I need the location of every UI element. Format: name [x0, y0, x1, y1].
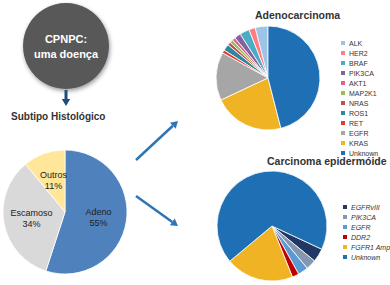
svg-text:Carcinoma epidermóide: Carcinoma epidermóide: [267, 155, 387, 167]
svg-text:PIK3CA: PIK3CA: [351, 214, 376, 221]
svg-text:EGFRvIII: EGFRvIII: [351, 204, 380, 211]
svg-text:Escamoso: Escamoso: [11, 208, 53, 218]
svg-text:DDR2: DDR2: [351, 234, 370, 241]
svg-text:Adeno: Adeno: [86, 207, 112, 217]
svg-text:EGFR: EGFR: [349, 130, 368, 137]
svg-text:Unknown: Unknown: [349, 149, 379, 157]
svg-text:34%: 34%: [23, 219, 41, 229]
svg-text:Unknown: Unknown: [351, 254, 380, 261]
svg-text:uma doença: uma doença: [34, 48, 99, 60]
svg-text:Outros: Outros: [40, 170, 68, 180]
svg-text:55%: 55%: [90, 218, 108, 228]
svg-text:ROS1: ROS1: [349, 110, 368, 117]
svg-text:Adenocarcinoma: Adenocarcinoma: [255, 9, 340, 21]
svg-text:PIK3CA: PIK3CA: [349, 70, 374, 77]
svg-text:Subtipo Histológico: Subtipo Histológico: [11, 111, 105, 122]
svg-text:EGFR: EGFR: [351, 224, 370, 231]
svg-text:KRAS: KRAS: [349, 140, 368, 147]
svg-text:11%: 11%: [45, 181, 62, 191]
svg-text:FGFR1 Amp: FGFR1 Amp: [351, 244, 390, 252]
svg-text:BRAF: BRAF: [349, 60, 368, 67]
svg-text:CPNPC:: CPNPC:: [45, 33, 87, 45]
svg-text:MAP2K1: MAP2K1: [349, 90, 377, 97]
svg-text:AKT1: AKT1: [349, 80, 367, 87]
svg-text:RET: RET: [349, 120, 364, 127]
svg-text:NRAS: NRAS: [349, 100, 369, 107]
svg-text:HER2: HER2: [349, 50, 368, 57]
svg-text:ALK: ALK: [349, 40, 363, 47]
